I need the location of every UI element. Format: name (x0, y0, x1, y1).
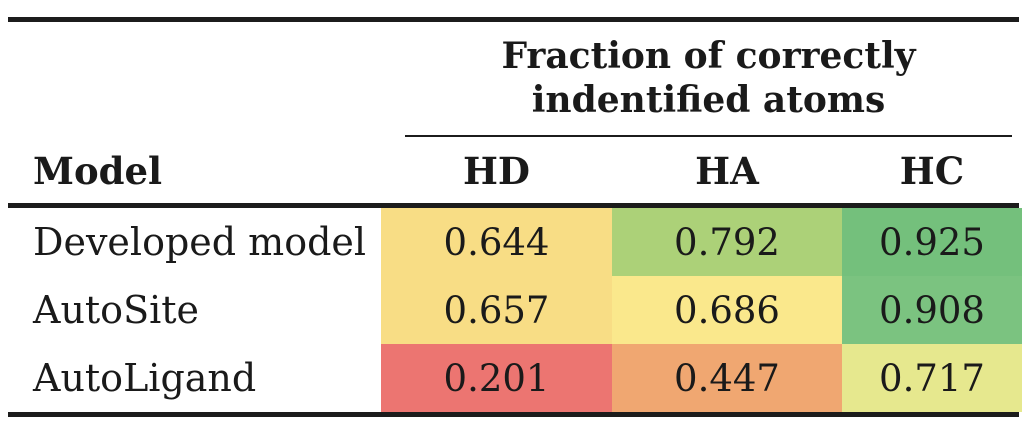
row-label: Developed model (33, 220, 367, 264)
column-header-hd: HD (462, 149, 531, 193)
value-cell: 0.686 (612, 276, 842, 344)
row-label: AutoSite (33, 288, 200, 332)
table-row: AutoLigand 0.201 0.447 0.717 (0, 344, 1027, 412)
column-header-model: Model (33, 149, 163, 193)
bottom-rule (8, 412, 1019, 417)
value-cell: 0.447 (612, 344, 842, 412)
value-cell: 0.717 (842, 344, 1022, 412)
value-cell: 0.201 (381, 344, 612, 412)
table-body: Developed model 0.644 0.792 0.925 AutoSi… (0, 208, 1027, 412)
top-rule (8, 17, 1019, 22)
group-header-line1: Fraction of correctly (501, 35, 916, 77)
header-rule (8, 203, 1019, 208)
value-cell: 0.644 (381, 208, 612, 276)
column-header-ha: HA (695, 149, 759, 193)
value-cell: 0.908 (842, 276, 1022, 344)
row-label: AutoLigand (33, 356, 257, 400)
table-row: AutoSite 0.657 0.686 0.908 (0, 276, 1027, 344)
value-cell: 0.657 (381, 276, 612, 344)
group-header: Fraction of correctly indentified atoms (405, 34, 1012, 122)
value-cell: 0.925 (842, 208, 1022, 276)
group-header-underline (405, 135, 1012, 137)
group-header-line2: indentified atoms (531, 79, 886, 121)
column-header-row: Model HD HA HC (0, 139, 1027, 203)
value-cell: 0.792 (612, 208, 842, 276)
table-row: Developed model 0.644 0.792 0.925 (0, 208, 1027, 276)
column-header-hc: HC (899, 149, 965, 193)
